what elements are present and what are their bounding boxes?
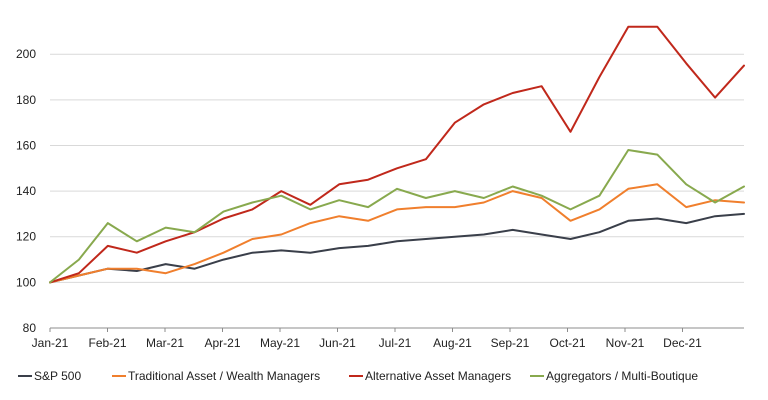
x-tick-label: Apr-21 <box>204 336 240 350</box>
x-tick-label: Jan-21 <box>32 336 69 350</box>
y-tick-label: 200 <box>16 47 36 61</box>
y-tick-label: 120 <box>16 230 36 244</box>
x-tick-label: Nov-21 <box>606 336 645 350</box>
series-line-0 <box>49 212 745 284</box>
x-tick-label: Jun-21 <box>319 336 356 350</box>
y-tick-label: 100 <box>16 275 36 289</box>
x-tick-label: Sep-21 <box>491 336 530 350</box>
legend-label: Aggregators / Multi-Boutique <box>546 369 698 383</box>
y-tick-label: 180 <box>16 93 36 107</box>
legend: S&P 500 Traditional Asset / Wealth Manage… <box>18 369 698 383</box>
x-tick-label: Aug-21 <box>433 336 472 350</box>
series-lines <box>49 25 745 284</box>
legend-label: Traditional Asset / Wealth Managers <box>128 369 320 383</box>
x-tick-label: Oct-21 <box>549 336 585 350</box>
series-line-2 <box>49 25 745 284</box>
y-axis-ticks: 80 100 120 140 160 180 200 <box>16 47 36 335</box>
x-tick-label: Dec-21 <box>663 336 702 350</box>
x-tick-label: Jul-21 <box>379 336 412 350</box>
grid-lines <box>50 53 744 329</box>
series-line-3 <box>49 149 745 284</box>
legend-label: Alternative Asset Managers <box>365 369 511 383</box>
x-axis-ticks: Jan-21 Feb-21 Mar-21 Apr-21 May-21 Jun-21 Jul-… <box>32 328 702 350</box>
series-line-1 <box>49 183 745 284</box>
y-tick-label: 140 <box>16 184 36 198</box>
y-tick-label: 80 <box>23 321 37 335</box>
x-tick-label: May-21 <box>260 336 300 350</box>
legend-label: S&P 500 <box>34 369 81 383</box>
x-tick-label: Feb-21 <box>88 336 126 350</box>
y-tick-label: 160 <box>16 138 36 152</box>
x-tick-label: Mar-21 <box>146 336 184 350</box>
